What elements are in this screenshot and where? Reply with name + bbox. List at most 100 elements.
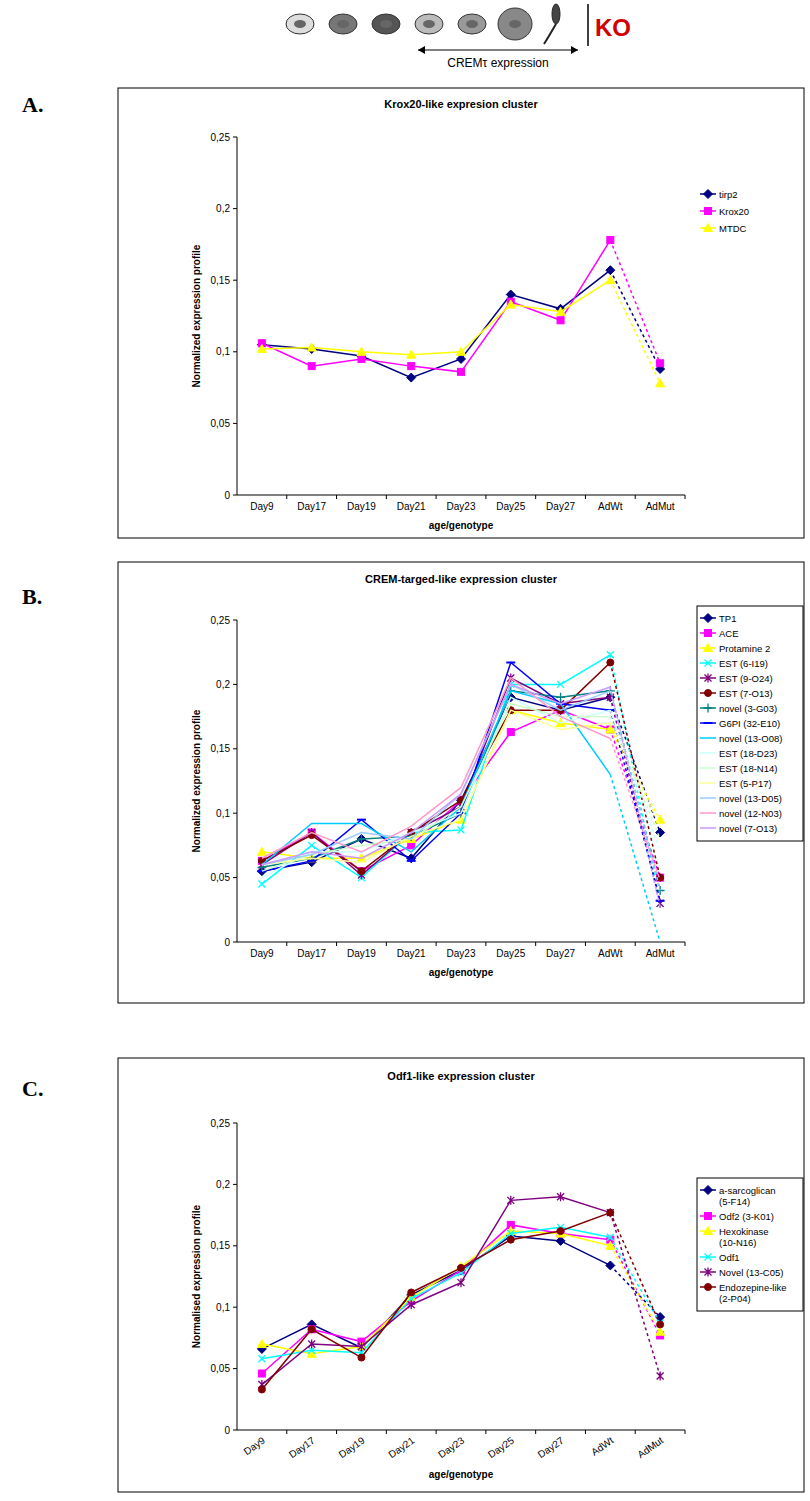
y-axis-title: Normalized expression profile (191, 244, 202, 387)
cell-icon (458, 14, 486, 34)
series-line (610, 691, 660, 891)
cell-icon (286, 14, 314, 34)
x-tick-label: AdWt (598, 948, 623, 959)
legend: a-sarcoglican(5-F14)Odf2 (3-K01)Hexokina… (697, 1178, 803, 1311)
legend-line: novel (12-N03) (719, 808, 782, 819)
series-line (610, 687, 660, 907)
series-line (610, 729, 660, 819)
legend: tirp2Krox20MTDC (700, 189, 749, 234)
legend-line: EST (6-I19) (719, 658, 768, 669)
legend-label: novel (7-O13) (719, 823, 777, 834)
arrow-label: CREMτ expression (447, 56, 548, 70)
y-axis (237, 620, 238, 942)
marker (308, 1326, 315, 1333)
x-tick (585, 495, 586, 499)
chart-panel: B.CREM-targed-like expression cluster00,… (22, 562, 804, 1003)
x-tick-label: AdMut (635, 1435, 665, 1461)
x-tick (286, 495, 287, 499)
x-tick-label: Day17 (297, 501, 326, 512)
series-line (262, 704, 610, 871)
x-tick-label: Day23 (447, 948, 476, 959)
panel-letter: C. (22, 1076, 43, 1101)
arrow-head (418, 46, 578, 54)
y-tick-label: 0,2 (216, 1179, 230, 1190)
marker (704, 704, 713, 713)
marker (458, 1264, 465, 1271)
legend-line: novel (3-G03) (719, 703, 777, 714)
chart-frame (118, 1058, 804, 1492)
series-line (262, 240, 610, 372)
legend-line: MTDC (719, 223, 747, 234)
y-tick (233, 877, 237, 878)
x-tick-label: AdMut (646, 948, 675, 959)
marker (606, 266, 615, 275)
marker (656, 1327, 665, 1335)
plot-area (257, 1192, 664, 1393)
cell-nucleus (380, 20, 392, 28)
legend-label: MTDC (719, 223, 747, 234)
x-tick (286, 1430, 287, 1434)
series-line (610, 280, 660, 383)
marker (357, 834, 366, 843)
series-line (610, 710, 660, 852)
y-tick-label: 0,2 (216, 679, 230, 690)
separator (587, 4, 589, 46)
legend-line: EST (7-O13) (719, 688, 773, 699)
y-tick-label: 0,1 (216, 808, 230, 819)
y-tick (233, 1184, 237, 1185)
marker (657, 899, 664, 908)
marker (657, 1371, 664, 1380)
legend-frame (697, 606, 803, 841)
x-tick (535, 942, 536, 946)
y-tick-label: 0,05 (211, 872, 231, 883)
marker (607, 1234, 614, 1241)
y-tick-label: 0,1 (216, 346, 230, 357)
marker (358, 1354, 365, 1361)
marker (357, 834, 366, 843)
marker (705, 1284, 712, 1291)
legend-line: (5-F14) (719, 1196, 750, 1207)
marker (307, 860, 316, 862)
series-line (610, 663, 660, 878)
legend-line: G6PI (32-E10) (719, 718, 780, 729)
x-axis (237, 495, 685, 496)
x-tick-label: Day19 (337, 1434, 367, 1460)
marker (704, 1186, 713, 1195)
y-axis (237, 1123, 238, 1430)
marker (408, 1300, 415, 1309)
y-tick (233, 684, 237, 685)
legend-swatch (700, 752, 716, 754)
legend-label: EST (18-D23) (719, 748, 777, 759)
y-tick-label: 0 (224, 937, 230, 948)
x-tick-label: AdMut (646, 501, 675, 512)
marker (506, 300, 515, 308)
legend-label: G6PI (32-E10) (719, 718, 780, 729)
y-tick (233, 942, 237, 943)
marker (458, 1278, 465, 1287)
marker (507, 1196, 514, 1205)
legend-label: Novel (13-C05) (719, 1267, 783, 1278)
legend-label: EST (18-N14) (719, 763, 777, 774)
legend-line: (2-P04) (719, 1293, 751, 1304)
cell-nucleus (337, 20, 349, 28)
legend-line: Odf2 (3-K01) (719, 1211, 774, 1222)
legend-swatch (700, 767, 716, 769)
legend-label: Protamine 2 (719, 643, 770, 654)
y-tick (233, 495, 237, 496)
legend-label: novel (13-O08) (719, 733, 782, 744)
x-tick-label: Day27 (536, 1434, 566, 1460)
series-line (610, 240, 660, 363)
marker (704, 722, 713, 724)
x-tick (436, 1430, 437, 1434)
marker (308, 842, 315, 849)
legend-label: tirp2 (719, 189, 737, 200)
x-tick-label: Day25 (496, 501, 525, 512)
series-line (262, 710, 610, 865)
chart-title: Krox20-like expresion cluster (384, 98, 538, 110)
legend-line: ACE (719, 628, 739, 639)
marker (408, 1289, 415, 1296)
x-tick (635, 942, 636, 946)
marker (705, 690, 712, 697)
series-line (262, 663, 610, 872)
arrow (418, 49, 578, 50)
